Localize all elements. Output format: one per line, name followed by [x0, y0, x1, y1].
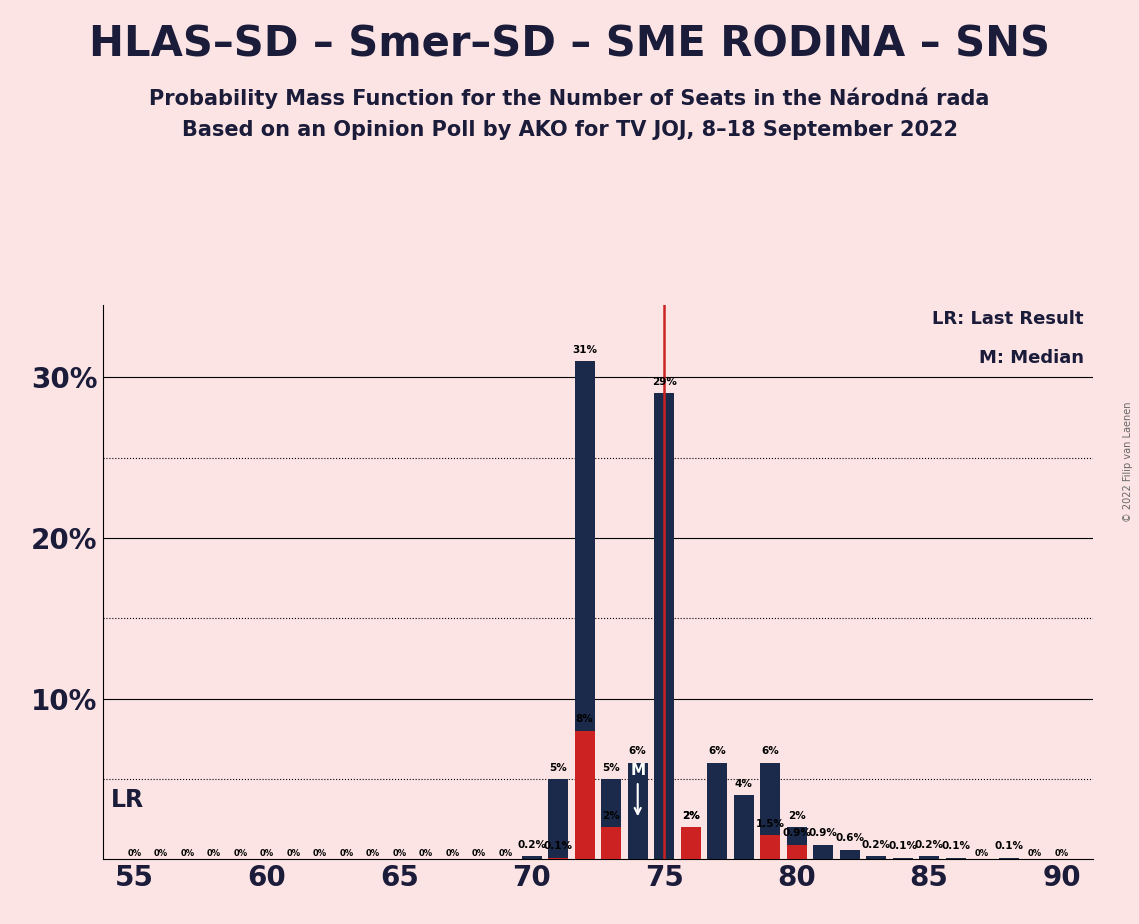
Text: 0%: 0%	[975, 849, 990, 858]
Bar	[601, 779, 621, 859]
Text: 1.5%: 1.5%	[755, 819, 785, 829]
Text: 0%: 0%	[339, 849, 353, 858]
Text: 0%: 0%	[313, 849, 327, 858]
Text: 0%: 0%	[154, 849, 167, 858]
Text: 0%: 0%	[445, 849, 459, 858]
Text: 0.9%: 0.9%	[809, 829, 837, 838]
Text: © 2022 Filip van Laenen: © 2022 Filip van Laenen	[1123, 402, 1133, 522]
Text: 0.1%: 0.1%	[994, 841, 1023, 851]
Text: 0%: 0%	[1055, 849, 1068, 858]
Text: 0%: 0%	[366, 849, 379, 858]
Bar	[522, 857, 542, 859]
Bar	[893, 857, 912, 859]
Text: LR: Last Result: LR: Last Result	[932, 310, 1083, 328]
Bar	[654, 394, 674, 859]
Bar	[839, 850, 860, 859]
Text: M: Median: M: Median	[978, 349, 1083, 367]
Bar	[548, 857, 568, 859]
Text: 0.1%: 0.1%	[888, 841, 917, 851]
Bar	[548, 779, 568, 859]
Text: 0.1%: 0.1%	[941, 841, 970, 851]
Text: 0%: 0%	[128, 849, 141, 858]
Text: 0%: 0%	[286, 849, 301, 858]
Bar	[681, 827, 700, 859]
Text: M: M	[630, 763, 646, 814]
Text: 0.9%: 0.9%	[782, 829, 811, 838]
Text: 0%: 0%	[472, 849, 486, 858]
Bar	[707, 763, 727, 859]
Bar	[575, 361, 595, 859]
Text: 0.2%: 0.2%	[517, 840, 547, 850]
Text: 0%: 0%	[392, 849, 407, 858]
Text: 31%: 31%	[572, 345, 597, 355]
Bar	[760, 763, 780, 859]
Text: 0%: 0%	[1029, 849, 1042, 858]
Text: 0%: 0%	[180, 849, 195, 858]
Text: 0.2%: 0.2%	[915, 840, 944, 850]
Text: 2%: 2%	[682, 810, 699, 821]
Text: 5%: 5%	[549, 762, 567, 772]
Bar	[919, 857, 939, 859]
Bar	[628, 763, 648, 859]
Text: 0%: 0%	[498, 849, 513, 858]
Text: Based on an Opinion Poll by AKO for TV JOJ, 8–18 September 2022: Based on an Opinion Poll by AKO for TV J…	[181, 120, 958, 140]
Bar	[813, 845, 833, 859]
Text: 0.1%: 0.1%	[543, 841, 573, 851]
Text: 2%: 2%	[682, 810, 699, 821]
Text: 5%: 5%	[603, 762, 620, 772]
Bar	[760, 835, 780, 859]
Bar	[999, 857, 1018, 859]
Text: 0%: 0%	[233, 849, 247, 858]
Text: 6%: 6%	[761, 747, 779, 757]
Text: 0.2%: 0.2%	[862, 840, 891, 850]
Text: LR: LR	[110, 788, 144, 812]
Text: 6%: 6%	[629, 747, 647, 757]
Bar	[787, 845, 806, 859]
Bar	[945, 857, 966, 859]
Text: 0%: 0%	[206, 849, 221, 858]
Text: 6%: 6%	[708, 747, 726, 757]
Text: 8%: 8%	[576, 714, 593, 724]
Text: Probability Mass Function for the Number of Seats in the Národná rada: Probability Mass Function for the Number…	[149, 88, 990, 109]
Bar	[681, 827, 700, 859]
Bar	[575, 731, 595, 859]
Bar	[867, 857, 886, 859]
Text: 0%: 0%	[419, 849, 433, 858]
Bar	[601, 827, 621, 859]
Text: HLAS–SD – Smer–SD – SME RODINA – SNS: HLAS–SD – Smer–SD – SME RODINA – SNS	[89, 23, 1050, 65]
Text: 2%: 2%	[603, 810, 620, 821]
Bar	[734, 795, 754, 859]
Text: 0.6%: 0.6%	[835, 833, 865, 844]
Text: 29%: 29%	[652, 377, 677, 387]
Bar	[787, 827, 806, 859]
Text: 2%: 2%	[788, 810, 805, 821]
Text: 0%: 0%	[260, 849, 273, 858]
Text: 4%: 4%	[735, 779, 753, 788]
